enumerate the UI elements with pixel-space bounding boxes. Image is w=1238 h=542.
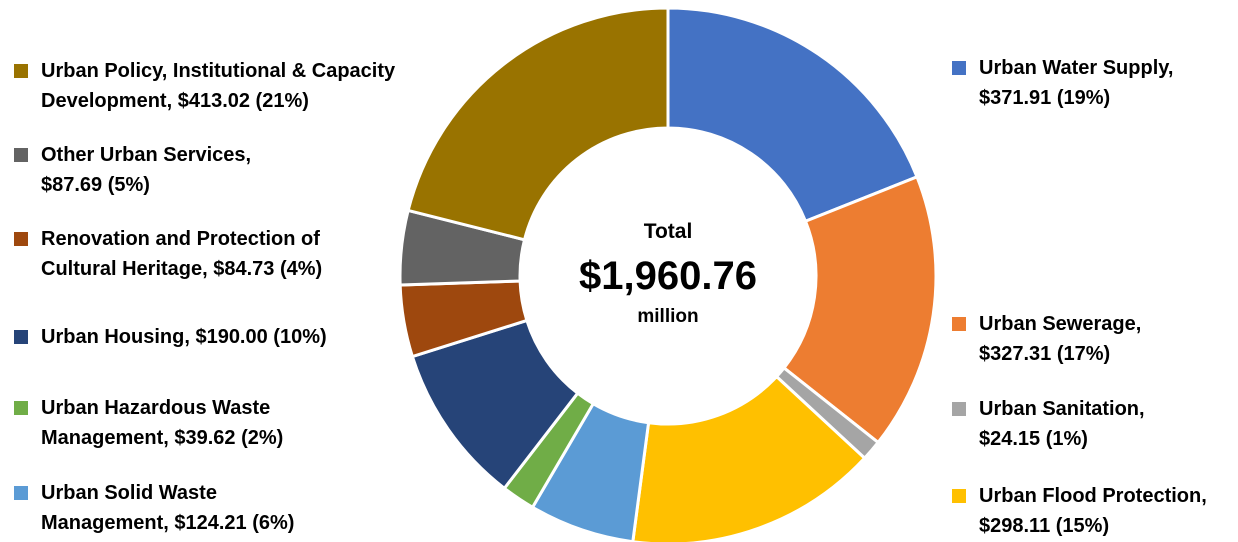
legend-item-other-urban-services: Other Urban Services, $87.69 (5%) [14, 140, 251, 200]
legend-label-line: Other Urban Services, [41, 144, 252, 166]
legend-item-urban-flood-protection: Urban Flood Protection, $298.11 (15%) [952, 481, 1207, 541]
legend-label-line: Urban Housing, $190.00 (10%) [41, 326, 327, 348]
legend-item-urban-hazardous-waste-management: Urban Hazardous Waste Management, $39.62 … [14, 393, 283, 453]
legend-label-line: Renovation and Protection of [41, 228, 320, 250]
legend-item-urban-sewerage: Urban Sewerage, $327.31 (17%) [952, 309, 1141, 369]
slice-urban-policy-institutional-capacity-development [406, 6, 670, 242]
legend-label-line: Urban Hazardous Waste [41, 397, 271, 419]
legend-label-line: Urban Sewerage, [979, 313, 1142, 335]
slice-urban-water-supply [666, 6, 919, 224]
legend-item-urban-sanitation: Urban Sanitation, $24.15 (1%) [952, 394, 1145, 454]
slice-urban-sewerage [781, 174, 938, 445]
center-unit: million [637, 306, 699, 327]
legend-label-line: Development, $413.02 (21%) [41, 90, 309, 112]
legend-label-line: Urban Policy, Institutional & Capacity [41, 60, 396, 82]
legend-label: Urban Water Supply, $371.91 (19%) [979, 53, 1173, 113]
legend-label: Urban Sewerage, $327.31 (17%) [979, 309, 1141, 369]
legend-label: Urban Flood Protection, $298.11 (15%) [979, 481, 1207, 541]
center-title: Total [643, 220, 693, 243]
legend-label: Urban Solid Waste Management, $124.21 (6%… [41, 478, 294, 538]
legend-swatch [952, 402, 966, 416]
legend-item-urban-policy-institutional-capacity-development: Urban Policy, Institutional & Capacity De… [14, 56, 395, 116]
legend-label-line: Management, $124.21 (6%) [41, 512, 295, 534]
legend-label-line: Urban Solid Waste [41, 482, 217, 504]
legend-swatch [952, 317, 966, 331]
legend-label-line: Management, $39.62 (2%) [41, 427, 284, 449]
legend-swatch [952, 61, 966, 75]
legend-item-urban-solid-waste-management: Urban Solid Waste Management, $124.21 (6%… [14, 478, 294, 538]
slice-urban-flood-protection [631, 374, 867, 542]
legend-label: Other Urban Services, $87.69 (5%) [41, 140, 251, 200]
legend-label: Urban Sanitation, $24.15 (1%) [979, 394, 1145, 454]
legend-label-line: Urban Flood Protection, [979, 485, 1207, 507]
legend-swatch [14, 64, 28, 78]
legend-swatch [14, 401, 28, 415]
legend-item-renovation-and-protection-of-cultural-heritage: Renovation and Protection of Cultural Her… [14, 224, 322, 284]
legend-label-line: Urban Water Supply, [979, 57, 1174, 79]
legend-label: Urban Housing, $190.00 (10%) [41, 322, 327, 352]
legend-label-line: $298.11 (15%) [979, 515, 1110, 537]
legend-label-line: $87.69 (5%) [41, 174, 150, 196]
legend-label-line: $371.91 (19%) [979, 87, 1111, 109]
legend-label: Urban Policy, Institutional & Capacity De… [41, 56, 395, 116]
legend-label-line: Cultural Heritage, $84.73 (4%) [41, 258, 323, 280]
legend-label-line: $24.15 (1%) [979, 428, 1088, 450]
legend-swatch [14, 486, 28, 500]
legend-label-line: Urban Sanitation, [979, 398, 1145, 420]
legend-swatch [14, 232, 28, 246]
legend-item-urban-housing: Urban Housing, $190.00 (10%) [14, 322, 327, 352]
center-total-value: $1,960.76 [579, 254, 757, 298]
legend-swatch [14, 148, 28, 162]
legend-swatch [952, 489, 966, 503]
legend-label-line: $327.31 (17%) [979, 343, 1111, 365]
legend-item-urban-water-supply: Urban Water Supply, $371.91 (19%) [952, 53, 1173, 113]
legend-label: Urban Hazardous Waste Management, $39.62 … [41, 393, 283, 453]
legend-label: Renovation and Protection of Cultural Her… [41, 224, 322, 284]
legend-swatch [14, 330, 28, 344]
